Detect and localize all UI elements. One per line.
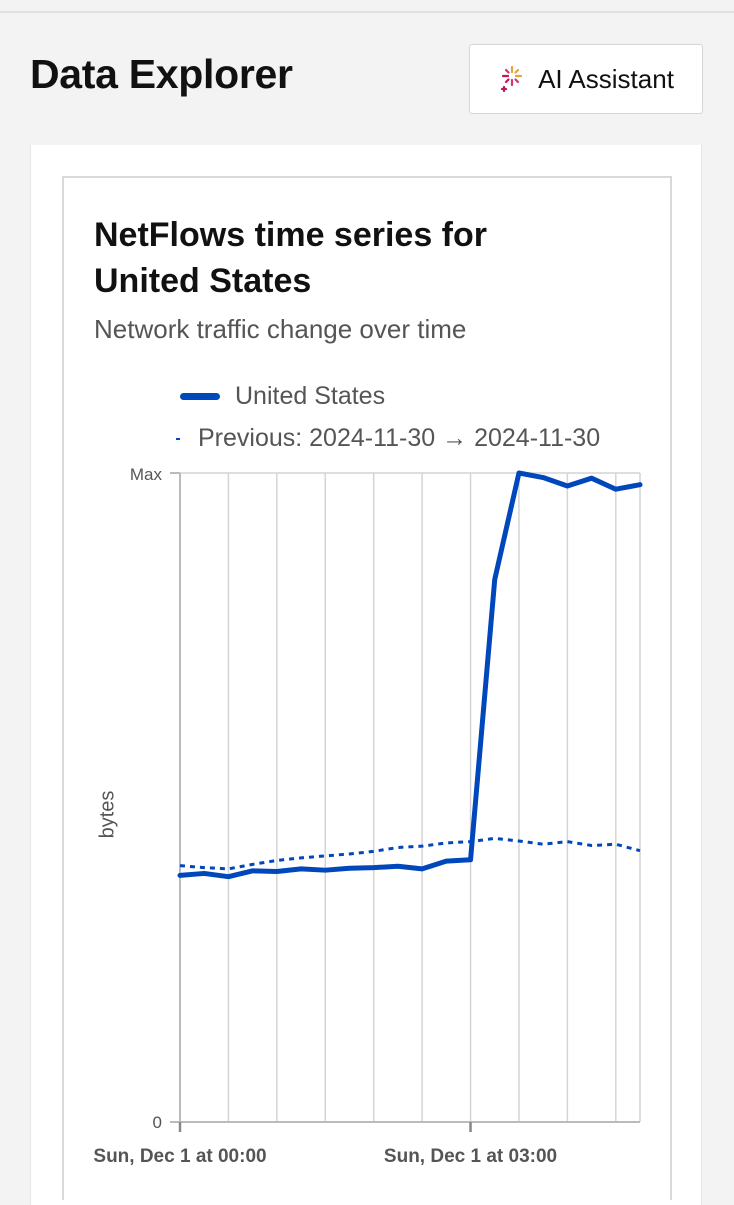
x-tick-label-0: Sun, Dec 1 at 00:00: [93, 1146, 266, 1167]
series-line-current: [180, 473, 640, 877]
chart-series: [180, 473, 640, 877]
y-tick-label-zero: 0: [153, 1113, 162, 1132]
y-tick-label-max: Max: [130, 465, 163, 484]
chart-axes: [170, 473, 640, 1132]
series-line-previous: [180, 838, 640, 869]
x-tick-label-1: Sun, Dec 1 at 03:00: [384, 1146, 557, 1167]
chart-grid: [180, 473, 640, 1122]
